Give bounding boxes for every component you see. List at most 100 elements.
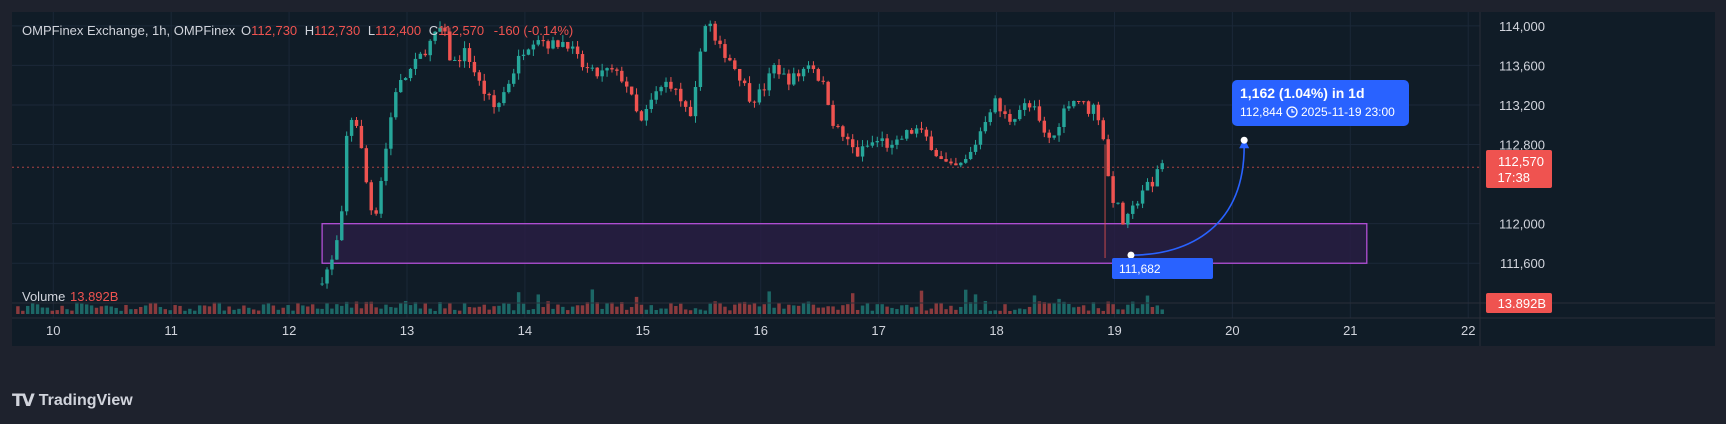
candle-body[interactable] (698, 51, 703, 87)
candles[interactable] (320, 20, 1164, 289)
candle-body[interactable] (718, 40, 722, 45)
candle-body[interactable] (590, 67, 595, 69)
candle-body[interactable] (850, 139, 855, 148)
candle-body[interactable] (772, 64, 776, 74)
measure-label-box[interactable]: 1,162 (1.04%) in 1d 112,844 2025-11-19 2… (1232, 80, 1409, 126)
candle-body[interactable] (413, 58, 418, 69)
candle-body[interactable] (344, 135, 349, 212)
candle-body[interactable] (1131, 205, 1135, 214)
candle-body[interactable] (1081, 101, 1086, 103)
candle-body[interactable] (880, 138, 884, 142)
candle-body[interactable] (944, 159, 948, 162)
candle-body[interactable] (978, 131, 983, 145)
candle-body[interactable] (340, 211, 344, 241)
candle-body[interactable] (1140, 190, 1145, 204)
candle-body[interactable] (1106, 139, 1110, 177)
candle-body[interactable] (453, 59, 457, 61)
candle-body[interactable] (1150, 181, 1155, 187)
measure-curve[interactable] (1130, 146, 1245, 256)
candle-body[interactable] (870, 142, 875, 146)
candle-body[interactable] (664, 81, 668, 88)
legend-symbol[interactable]: OMPFinex Exchange, 1h, OMPFinex (22, 23, 236, 38)
candle-body[interactable] (1145, 181, 1150, 191)
candle-body[interactable] (1047, 132, 1051, 138)
candle-body[interactable] (762, 89, 766, 91)
candle-body[interactable] (615, 69, 619, 71)
candle-body[interactable] (821, 80, 825, 82)
candle-body[interactable] (551, 40, 555, 49)
candle-body[interactable] (1003, 111, 1007, 115)
candle-body[interactable] (610, 68, 614, 70)
candle-body[interactable] (1116, 202, 1120, 204)
candle-body[interactable] (1160, 163, 1164, 170)
measure-end-handle[interactable] (1240, 136, 1248, 144)
candle-body[interactable] (983, 122, 988, 132)
candle-body[interactable] (988, 112, 992, 123)
candle-body[interactable] (914, 128, 919, 134)
candle-body[interactable] (502, 92, 506, 104)
candle-body[interactable] (462, 48, 467, 62)
candle-body[interactable] (354, 119, 359, 126)
candle-body[interactable] (369, 182, 373, 211)
candle-body[interactable] (782, 73, 786, 75)
candle-body[interactable] (728, 57, 732, 61)
candle-body[interactable] (841, 126, 845, 137)
candle-body[interactable] (423, 53, 427, 56)
candle-body[interactable] (855, 147, 860, 157)
candle-body[interactable] (408, 68, 413, 79)
candle-body[interactable] (443, 27, 447, 32)
candle-body[interactable] (890, 144, 894, 148)
candle-body[interactable] (531, 44, 536, 50)
candle-body[interactable] (654, 91, 658, 100)
candle-body[interactable] (679, 88, 683, 102)
candle-body[interactable] (954, 163, 958, 166)
candle-body[interactable] (1067, 106, 1071, 109)
candle-body[interactable] (1037, 106, 1042, 121)
candle-body[interactable] (1013, 119, 1017, 122)
candle-body[interactable] (939, 156, 943, 160)
candle-body[interactable] (998, 98, 1002, 112)
candle-body[interactable] (477, 72, 482, 81)
candle-body[interactable] (492, 95, 496, 108)
candle-body[interactable] (900, 138, 904, 140)
candle-body[interactable] (713, 23, 717, 41)
candle-body[interactable] (487, 93, 491, 96)
candle-body[interactable] (1027, 103, 1032, 108)
measure-start-handle[interactable] (1127, 251, 1135, 259)
candle-body[interactable] (448, 31, 452, 61)
candle-body[interactable] (1062, 108, 1066, 128)
candle-body[interactable] (1032, 106, 1037, 108)
candle-body[interactable] (929, 136, 934, 151)
candle-body[interactable] (605, 68, 609, 71)
candle-body[interactable] (1008, 114, 1012, 122)
candle-body[interactable] (708, 23, 712, 27)
candle-body[interactable] (831, 104, 835, 126)
candle-body[interactable] (826, 81, 830, 105)
candle-body[interactable] (330, 259, 334, 270)
candle-body[interactable] (723, 44, 727, 58)
candle-body[interactable] (433, 31, 437, 41)
candle-body[interactable] (1101, 120, 1105, 140)
candle-body[interactable] (374, 210, 378, 214)
candle-body[interactable] (541, 40, 545, 42)
candle-body[interactable] (394, 92, 398, 118)
candle-body[interactable] (521, 54, 526, 56)
candle-body[interactable] (1121, 202, 1125, 225)
candle-body[interactable] (683, 101, 688, 107)
candle-body[interactable] (688, 106, 693, 117)
candle-body[interactable] (993, 98, 997, 113)
candle-body[interactable] (575, 46, 580, 55)
candle-body[interactable] (792, 73, 796, 85)
candle-body[interactable] (669, 81, 673, 89)
candle-body[interactable] (796, 73, 801, 77)
candle-body[interactable] (860, 146, 865, 157)
candle-body[interactable] (511, 73, 516, 84)
candle-body[interactable] (693, 86, 698, 117)
candle-body[interactable] (949, 161, 953, 164)
candle-body[interactable] (959, 162, 963, 166)
candle-body[interactable] (335, 240, 339, 260)
candle-body[interactable] (507, 83, 511, 93)
candle-body[interactable] (885, 138, 889, 148)
volume-label[interactable]: Volume (22, 289, 65, 304)
candle-body[interactable] (757, 89, 762, 103)
